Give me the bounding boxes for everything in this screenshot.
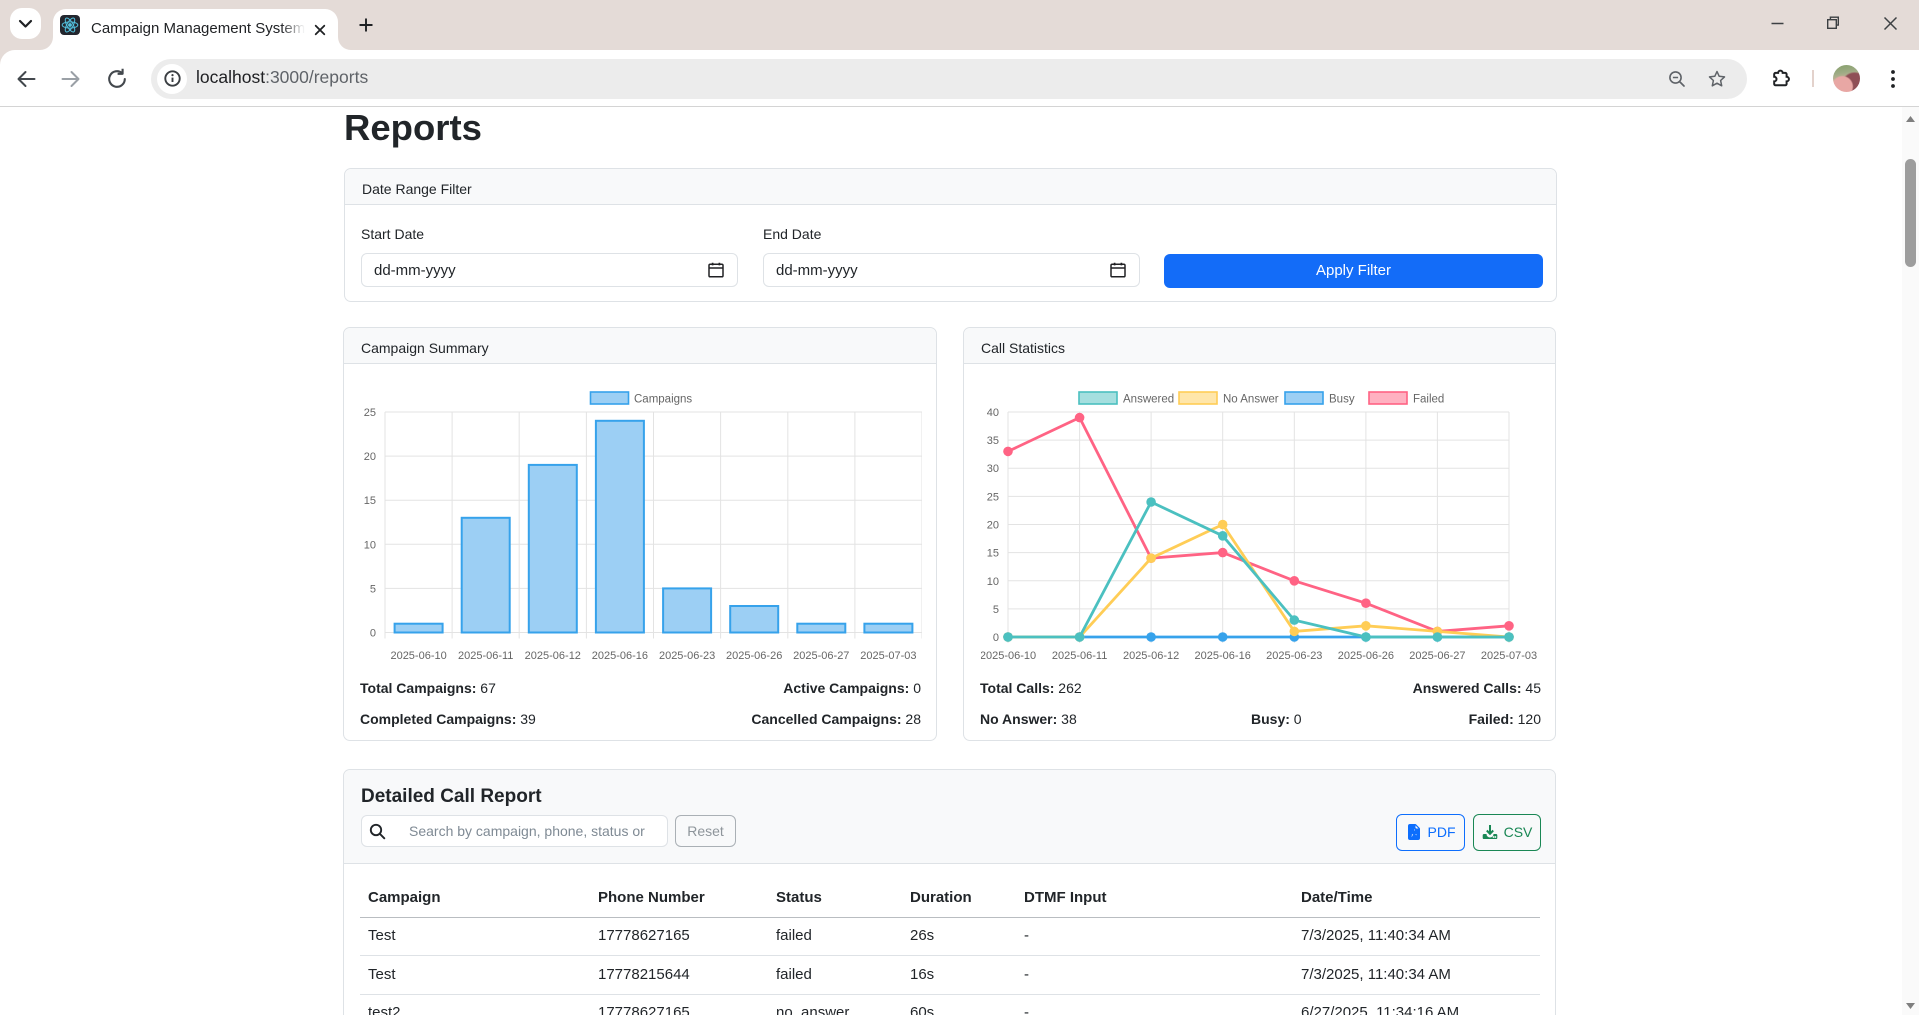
svg-text:2025-06-12: 2025-06-12 <box>1123 650 1179 662</box>
svg-text:20: 20 <box>364 451 376 463</box>
svg-text:2025-06-10: 2025-06-10 <box>390 650 446 662</box>
svg-text:Failed: Failed <box>1413 394 1444 406</box>
svg-text:2025-06-26: 2025-06-26 <box>726 650 782 662</box>
svg-text:2025-06-12: 2025-06-12 <box>525 650 581 662</box>
svg-text:2025-06-16: 2025-06-16 <box>1195 650 1251 662</box>
svg-text:35: 35 <box>987 435 999 447</box>
svg-text:40: 40 <box>987 407 999 419</box>
svg-text:25: 25 <box>364 407 376 419</box>
svg-text:15: 15 <box>987 548 999 560</box>
svg-text:No Answer: No Answer <box>1223 394 1279 406</box>
svg-text:25: 25 <box>987 491 999 503</box>
svg-text:2025-07-03: 2025-07-03 <box>1481 650 1537 662</box>
svg-text:10: 10 <box>364 539 376 551</box>
svg-text:2025-06-11: 2025-06-11 <box>458 650 513 662</box>
svg-text:2025-06-26: 2025-06-26 <box>1338 650 1394 662</box>
svg-text:Campaigns: Campaigns <box>634 394 692 406</box>
svg-text:Busy: Busy <box>1329 394 1355 406</box>
svg-text:5: 5 <box>993 604 999 616</box>
svg-text:2025-06-11: 2025-06-11 <box>1052 650 1107 662</box>
svg-text:2025-06-16: 2025-06-16 <box>592 650 648 662</box>
svg-text:10: 10 <box>987 576 999 588</box>
svg-text:0: 0 <box>993 632 999 644</box>
svg-text:2025-06-23: 2025-06-23 <box>659 650 715 662</box>
svg-text:30: 30 <box>987 463 999 475</box>
svg-text:Answered: Answered <box>1123 394 1174 406</box>
svg-text:0: 0 <box>370 628 376 640</box>
svg-text:2025-06-27: 2025-06-27 <box>793 650 849 662</box>
svg-text:20: 20 <box>987 520 999 532</box>
svg-text:5: 5 <box>370 583 376 595</box>
svg-text:2025-06-23: 2025-06-23 <box>1266 650 1322 662</box>
svg-text:2025-06-10: 2025-06-10 <box>981 650 1036 662</box>
svg-text:15: 15 <box>364 495 376 507</box>
svg-text:2025-07-03: 2025-07-03 <box>860 650 916 662</box>
svg-text:2025-06-27: 2025-06-27 <box>1409 650 1465 662</box>
